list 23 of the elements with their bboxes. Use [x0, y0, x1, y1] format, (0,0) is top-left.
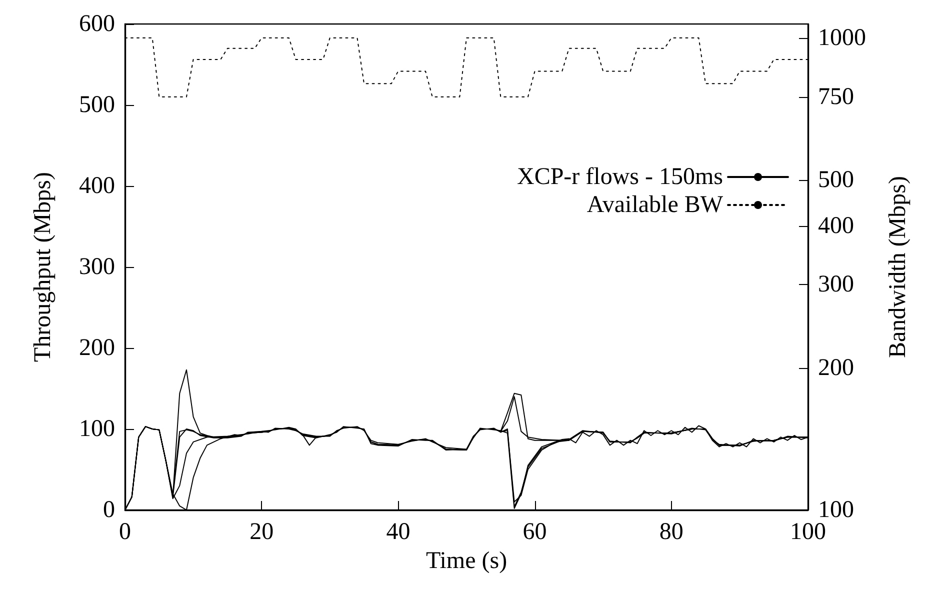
y-tick-label: 100	[79, 416, 115, 442]
y2-tick-label: 750	[818, 84, 854, 110]
y-tick-label: 400	[79, 173, 115, 199]
x-tick-label: 80	[659, 519, 684, 545]
x-tick-label: 20	[250, 519, 274, 545]
x-axis-title: Time (s)	[426, 548, 508, 574]
y2-tick-label: 1000	[818, 24, 866, 51]
y2-axis-title: Bandwidth (Mbps)	[885, 176, 911, 358]
x-tick-label: 40	[386, 519, 410, 545]
y2-tick-label: 400	[818, 212, 854, 239]
y-tick-label: 600	[79, 11, 115, 37]
y2-tick-label: 300	[818, 272, 854, 298]
y2-tick-label: 500	[818, 166, 854, 193]
y-tick-label: 200	[79, 335, 115, 361]
x-tick-label: 60	[522, 519, 547, 545]
x-tick-label: 0	[119, 519, 131, 545]
y-tick-label: 300	[79, 254, 115, 280]
y2-tick-label: 200	[818, 354, 854, 381]
y-tick-label: 0	[103, 497, 115, 523]
legend-label: XCP-r flows - 150ms	[516, 164, 723, 190]
y-axis-title: Throughput (Mbps)	[30, 172, 56, 362]
legend-label: Available BW	[586, 192, 724, 218]
y-tick-label: 500	[79, 92, 115, 118]
